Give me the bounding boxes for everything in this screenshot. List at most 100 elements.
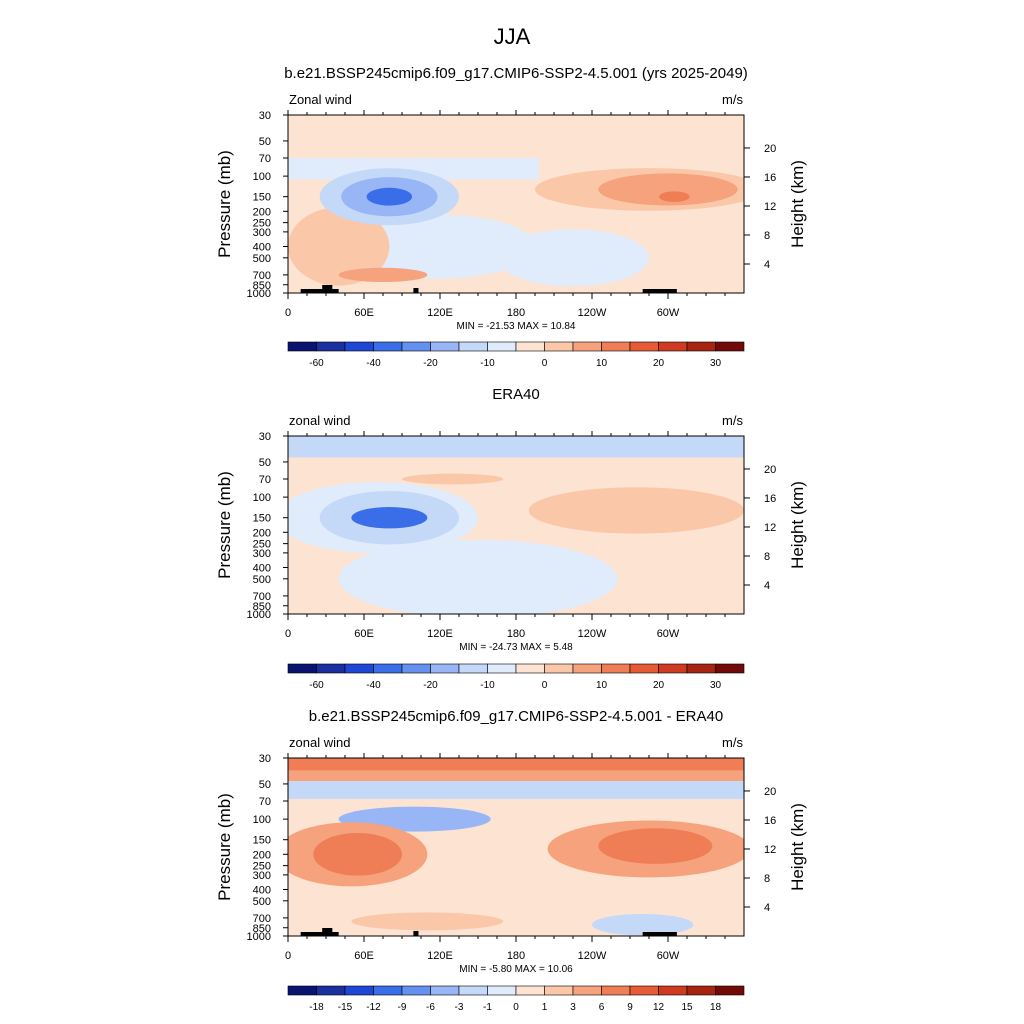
y-tick-label: 700 bbox=[253, 591, 271, 603]
x-tick-label: 120E bbox=[427, 307, 453, 319]
y-right-tick-label: 4 bbox=[764, 580, 770, 592]
panel-1: b.e21.BSSP245cmip6.f09_g17.CMIP6-SSP2-4.… bbox=[215, 65, 807, 369]
y-tick-label: 1000 bbox=[247, 288, 271, 300]
colorbar-swatch bbox=[316, 663, 346, 674]
field-band bbox=[288, 781, 744, 799]
colorbar-swatch bbox=[658, 663, 688, 674]
field-region bbox=[528, 487, 744, 534]
units-label: m/s bbox=[722, 92, 743, 107]
y-tick-label: 200 bbox=[253, 206, 271, 218]
colorbar-swatch bbox=[572, 985, 602, 996]
min-max-text: MIN = -5.80 MAX = 10.06 bbox=[459, 964, 573, 975]
colorbar-swatch bbox=[715, 341, 745, 352]
colorbar-swatch bbox=[344, 985, 374, 996]
topography bbox=[413, 288, 419, 293]
colorbar-swatch bbox=[715, 985, 745, 996]
colorbar-tick-label: -10 bbox=[480, 358, 495, 369]
field-region bbox=[598, 173, 738, 206]
colorbar-tick-label: -40 bbox=[366, 358, 381, 369]
y-tick-label: 1000 bbox=[247, 931, 271, 943]
field-region bbox=[592, 913, 694, 936]
y-tick-label: 50 bbox=[259, 136, 271, 148]
field-region bbox=[497, 229, 649, 287]
x-tick-label: 120E bbox=[427, 628, 453, 640]
y-tick-label: 700 bbox=[253, 270, 271, 282]
field-band bbox=[288, 436, 744, 458]
colorbar-tick-label: 30 bbox=[710, 358, 722, 369]
colorbar-swatch bbox=[344, 341, 374, 352]
topography bbox=[300, 932, 339, 936]
x-tick-label: 0 bbox=[285, 628, 291, 640]
colorbar-tick-label: 18 bbox=[710, 1002, 722, 1013]
y-tick-label: 850 bbox=[253, 601, 271, 613]
y-axis-label: Pressure (mb) bbox=[215, 150, 234, 258]
colorbar-tick-label: -15 bbox=[338, 1002, 353, 1013]
y-tick-label: 300 bbox=[253, 548, 271, 560]
field-region bbox=[345, 214, 535, 279]
colorbar-swatch bbox=[515, 341, 545, 352]
y-tick-label: 250 bbox=[253, 861, 271, 873]
colorbar-swatch bbox=[572, 341, 602, 352]
topography bbox=[322, 285, 333, 293]
colorbar-tick-label: 1 bbox=[542, 1002, 548, 1013]
y-tick-label: 200 bbox=[253, 849, 271, 861]
field-region bbox=[659, 191, 690, 203]
colorbar-tick-label: -9 bbox=[398, 1002, 407, 1013]
colorbar-swatch bbox=[715, 663, 745, 674]
colorbar-swatch bbox=[430, 663, 460, 674]
topography bbox=[642, 289, 677, 293]
colorbar-tick-label: 3 bbox=[570, 1002, 576, 1013]
colorbar-tick-label: 10 bbox=[596, 358, 608, 369]
y-right-axis-label: Height (km) bbox=[788, 481, 807, 569]
field-region bbox=[598, 828, 713, 864]
x-tick-label: 120E bbox=[427, 950, 453, 962]
panel-title: b.e21.BSSP245cmip6.f09_g17.CMIP6-SSP2-4.… bbox=[309, 708, 723, 725]
y-tick-label: 100 bbox=[253, 171, 271, 183]
panel-title: ERA40 bbox=[492, 386, 540, 403]
field-region bbox=[366, 187, 413, 206]
y-right-tick-label: 20 bbox=[764, 464, 776, 476]
y-tick-label: 500 bbox=[253, 896, 271, 908]
colorbar-swatch bbox=[401, 663, 431, 674]
x-tick-label: 120W bbox=[578, 950, 607, 962]
x-tick-label: 120W bbox=[578, 307, 607, 319]
colorbar-tick-label: 10 bbox=[596, 680, 608, 691]
colorbar-swatch bbox=[401, 341, 431, 352]
colorbar-swatch bbox=[316, 985, 346, 996]
colorbar-tick-label: -6 bbox=[426, 1002, 435, 1013]
colorbar-tick-label: -20 bbox=[423, 680, 438, 691]
y-tick-label: 400 bbox=[253, 562, 271, 574]
topography bbox=[322, 928, 333, 936]
colorbar-swatch bbox=[515, 985, 545, 996]
y-axis-label: Pressure (mb) bbox=[215, 793, 234, 901]
y-right-tick-label: 8 bbox=[764, 873, 770, 885]
colorbar-swatch bbox=[487, 985, 517, 996]
units-label: m/s bbox=[722, 413, 743, 428]
y-right-tick-label: 4 bbox=[764, 259, 770, 271]
colorbar-swatch bbox=[686, 985, 716, 996]
y-right-tick-label: 4 bbox=[764, 902, 770, 914]
colorbar-tick-label: -1 bbox=[483, 1002, 492, 1013]
colorbar-tick-label: 0 bbox=[542, 680, 548, 691]
colorbar-swatch bbox=[658, 985, 688, 996]
colorbar-tick-label: -10 bbox=[480, 680, 495, 691]
colorbar: -18 -15 -12 -9 -6 -3 -1 0 1 3 6 9 12 15 18 bbox=[287, 985, 745, 1013]
y-right-axis-label: Height (km) bbox=[788, 160, 807, 248]
x-tick-label: 60E bbox=[354, 628, 374, 640]
colorbar-tick-label: -12 bbox=[366, 1002, 381, 1013]
colorbar-swatch bbox=[686, 341, 716, 352]
colorbar-swatch bbox=[287, 663, 317, 674]
min-max-text: MIN = -24.73 MAX = 5.48 bbox=[459, 642, 573, 653]
x-tick-label: 0 bbox=[285, 307, 291, 319]
y-tick-label: 500 bbox=[253, 253, 271, 265]
colorbar-tick-label: -40 bbox=[366, 680, 381, 691]
y-tick-label: 30 bbox=[259, 431, 271, 443]
colorbar-swatch bbox=[458, 985, 488, 996]
x-tick-label: 60W bbox=[657, 950, 680, 962]
colorbar-swatch bbox=[373, 985, 403, 996]
y-tick-label: 1000 bbox=[247, 609, 271, 621]
topography bbox=[642, 932, 677, 936]
x-tick-label: 0 bbox=[285, 950, 291, 962]
field-region bbox=[288, 207, 390, 286]
y-tick-label: 400 bbox=[253, 884, 271, 896]
